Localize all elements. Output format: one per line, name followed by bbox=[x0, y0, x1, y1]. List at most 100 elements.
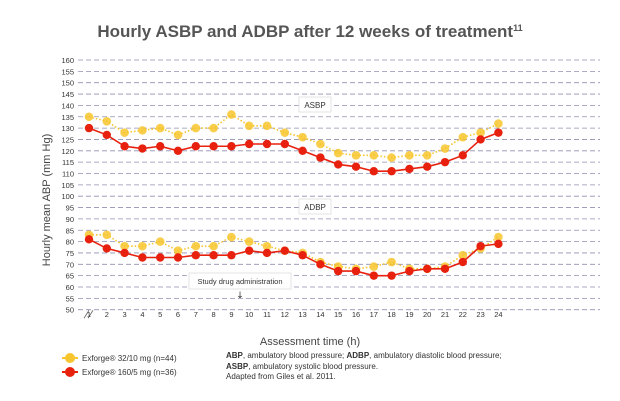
y-tick-label: 140 bbox=[61, 101, 74, 110]
data-point-adbp bbox=[316, 260, 325, 269]
x-tick-label: 20 bbox=[423, 310, 431, 319]
data-point-asbp bbox=[458, 132, 468, 142]
x-tick-label: 10 bbox=[245, 310, 253, 319]
y-tick-label: 115 bbox=[62, 158, 74, 167]
data-point-asbp bbox=[84, 112, 94, 122]
x-tick-label: 3 bbox=[123, 310, 127, 319]
x-tick-label: 2 bbox=[105, 310, 109, 319]
y-tick-label: 130 bbox=[61, 124, 74, 133]
y-tick-label: 70 bbox=[66, 260, 74, 269]
data-point-adbp bbox=[209, 241, 218, 251]
data-point-adbp bbox=[298, 251, 307, 260]
data-point-asbp bbox=[209, 142, 218, 151]
data-point-adbp bbox=[191, 241, 201, 251]
data-point-asbp bbox=[280, 139, 289, 149]
data-point-adbp bbox=[369, 271, 378, 280]
footnote: ABP, ambulatory blood pressure; ADBP, am… bbox=[226, 351, 606, 383]
y-tick-label: 50 bbox=[66, 306, 74, 315]
data-point-adbp bbox=[244, 237, 254, 246]
x-tick-label: 6 bbox=[176, 310, 180, 319]
x-tick-label: 5 bbox=[158, 310, 162, 319]
data-point-asbp bbox=[120, 128, 129, 137]
data-point-asbp bbox=[369, 167, 378, 176]
y-tick-label: 90 bbox=[66, 215, 74, 224]
data-point-adbp bbox=[494, 232, 503, 242]
data-point-asbp bbox=[405, 151, 414, 160]
y-tick-label: 150 bbox=[61, 79, 74, 88]
y-tick-label: 120 bbox=[61, 147, 74, 156]
data-point-asbp bbox=[191, 123, 201, 133]
y-axis: 50 55 60 65 70 75 80 85 90 95 100 105 110 115 120 125 13… bbox=[61, 56, 94, 319]
study-drug-label: Study drug administration bbox=[197, 277, 282, 286]
data-point-adbp bbox=[458, 257, 467, 267]
data-point-asbp bbox=[387, 153, 396, 162]
data-point-adbp bbox=[138, 241, 147, 251]
data-point-asbp bbox=[191, 142, 200, 151]
data-point-adbp bbox=[458, 250, 468, 260]
data-point-adbp bbox=[423, 264, 432, 274]
x-tick-label: 7 bbox=[194, 310, 198, 319]
x-tick-label: 12 bbox=[281, 310, 289, 319]
x-tick-label: 23 bbox=[476, 310, 484, 319]
data-point-asbp bbox=[440, 157, 450, 167]
data-point-adbp bbox=[262, 248, 272, 258]
data-point-adbp bbox=[84, 235, 94, 244]
series-line-adbp-1 bbox=[88, 238, 499, 277]
axis-break-mark bbox=[83, 310, 94, 319]
y-tick-label: 85 bbox=[66, 226, 74, 235]
data-point-asbp bbox=[476, 135, 485, 144]
data-point-asbp bbox=[262, 139, 272, 149]
y-tick-label: 95 bbox=[66, 204, 74, 213]
data-point-adbp bbox=[387, 271, 396, 280]
asbp-label-box bbox=[298, 96, 332, 113]
data-point-asbp bbox=[440, 144, 450, 153]
data-point-adbp bbox=[405, 266, 414, 276]
x-tick-label: 17 bbox=[370, 310, 378, 319]
data-point-asbp bbox=[262, 121, 272, 131]
series-layer bbox=[84, 110, 503, 280]
data-point-asbp bbox=[227, 142, 236, 151]
data-point-adbp bbox=[227, 232, 236, 242]
data-point-asbp bbox=[245, 139, 254, 149]
data-point-asbp bbox=[244, 121, 254, 131]
x-tick-label: 4 bbox=[140, 310, 144, 319]
data-point-asbp bbox=[138, 126, 147, 135]
data-point-asbp bbox=[351, 162, 361, 171]
y-tick-label: 105 bbox=[61, 181, 74, 190]
data-point-asbp bbox=[458, 151, 467, 160]
data-point-asbp bbox=[102, 116, 112, 126]
x-tick-label: 19 bbox=[405, 310, 413, 319]
y-tick-label: 100 bbox=[61, 192, 74, 201]
footnote-line-3: Adapted from Giles et al. 2011. bbox=[226, 372, 336, 381]
data-point-asbp bbox=[173, 146, 183, 155]
x-axis: 1 2 3 4 5 6 7 8 9 10 11 12 13 14 15 16 17 18 19 20 21 22 23 24 bbox=[87, 310, 503, 319]
y-tick-label: 80 bbox=[66, 238, 74, 247]
x-tick-label: 24 bbox=[494, 310, 502, 319]
y-tick-label: 155 bbox=[61, 67, 74, 76]
study-drug-arrow: ↓ bbox=[236, 291, 244, 301]
y-tick-label: 125 bbox=[61, 135, 74, 144]
legend: Exforge® 32/10 mg (n=44) Exforge® 160/5 … bbox=[62, 351, 177, 379]
legend-marker-yellow bbox=[62, 353, 78, 363]
x-tick-label: 1 bbox=[87, 310, 91, 319]
adbp-label-box bbox=[298, 198, 332, 215]
y-tick-label: 75 bbox=[66, 249, 74, 258]
y-tick-label: 110 bbox=[62, 170, 74, 179]
x-tick-label: 18 bbox=[387, 310, 395, 319]
x-tick-label: 8 bbox=[212, 310, 216, 319]
series-line-adbp-0 bbox=[89, 233, 499, 270]
data-point-adbp bbox=[245, 246, 254, 255]
data-point-asbp bbox=[494, 119, 503, 128]
legend-label: Exforge® 32/10 mg (n=44) bbox=[82, 353, 177, 363]
data-point-adbp bbox=[334, 266, 343, 276]
study-drug-box bbox=[188, 272, 292, 290]
data-point-adbp bbox=[440, 264, 450, 274]
data-point-adbp bbox=[120, 241, 129, 251]
data-point-adbp bbox=[369, 262, 379, 271]
legend-label: Exforge® 160/5 mg (n=36) bbox=[82, 367, 177, 377]
data-point-asbp bbox=[333, 148, 343, 158]
data-point-adbp bbox=[155, 237, 165, 246]
data-point-asbp bbox=[316, 139, 325, 149]
data-point-asbp bbox=[423, 162, 432, 171]
data-point-asbp bbox=[351, 151, 361, 160]
